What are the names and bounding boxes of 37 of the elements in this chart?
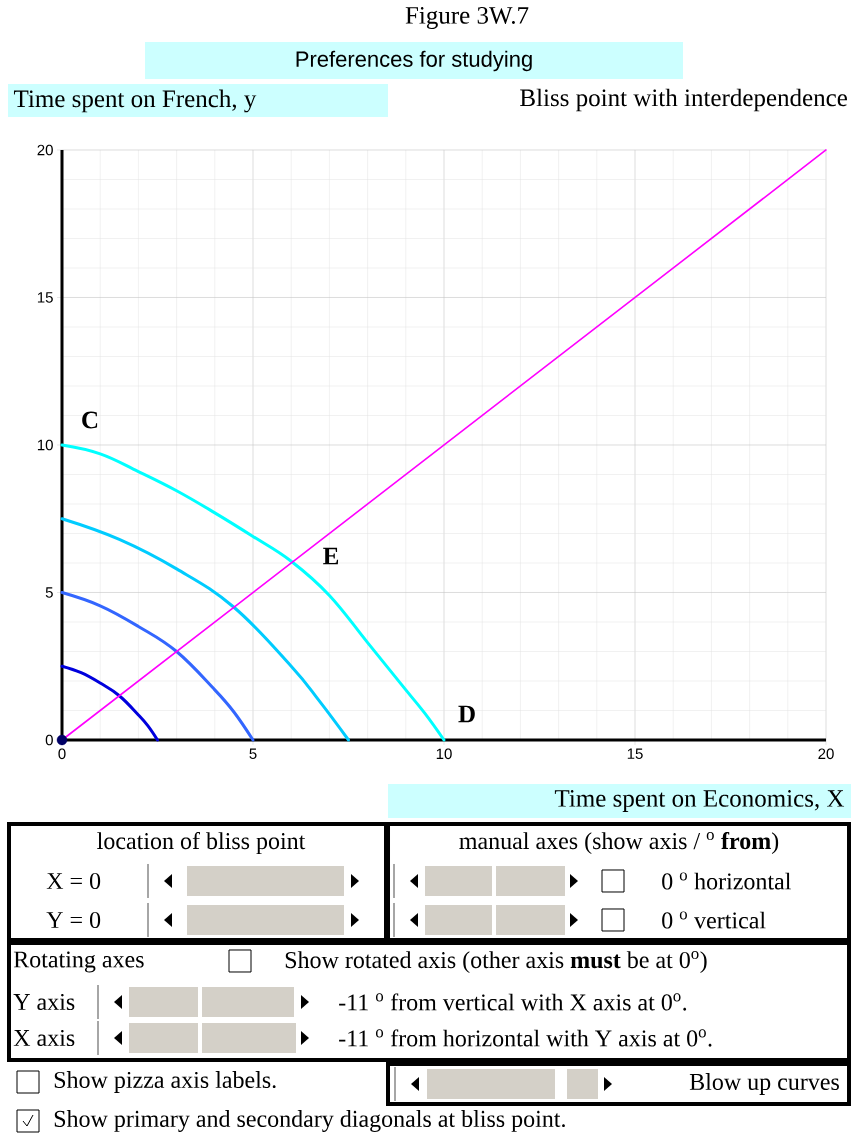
text: 0 $^{o}$ vertical (662, 911, 766, 929)
text: manual axes (show axis / $^{o}$ from) (459, 831, 779, 855)
text: 0 $^{o}$ horizontal (662, 872, 791, 890)
text: Show rotated axis (other axis must be at 0$^{o}$) (285, 950, 707, 974)
line-series (60, 590, 255, 742)
line-series (60, 443, 446, 742)
x-tick-label: 5 (249, 748, 257, 759)
chart-subtitle: Preferences for studying (296, 50, 532, 72)
y-axis-title: Time spent on French, y (13, 89, 257, 113)
text: location of bliss point (97, 831, 306, 854)
x-tick-label: 20 (818, 748, 834, 760)
x-axis-title: Time spent on Economics, X (554, 790, 845, 812)
annotation: E (323, 547, 339, 565)
line-series (60, 517, 350, 742)
y-tick-label: 20 (37, 144, 53, 156)
chart-title: Figure 3W.7 (405, 7, 529, 29)
text: Show pizza axis labels. (54, 1071, 276, 1093)
x-tick-label: 10 (436, 748, 452, 760)
text: Y = 0 (46, 911, 101, 929)
text: X axis (13, 1029, 75, 1047)
text: Bliss point with interdependence (520, 88, 847, 112)
text: -11 $^{o}$ from horizontal with Y axis at 0$^{o}$. (339, 1029, 712, 1047)
text: Rotating axes (13, 951, 144, 973)
y-tick-label: 10 (37, 439, 53, 451)
x-tick-label: 0 (58, 748, 66, 760)
y-tick-label: 15 (37, 292, 53, 303)
text: -11 $^{o}$ from vertical with X axis at 0$^{o}$. (339, 993, 687, 1011)
annotation: C (82, 411, 98, 429)
line-series (60, 664, 159, 742)
text: Show primary and secondary diagonals at bliss point. (54, 1110, 565, 1132)
annotation: D (458, 705, 475, 723)
text: Y axis (13, 993, 75, 1011)
y-tick-label: 5 (45, 587, 53, 598)
text: Blow up curves (689, 1073, 839, 1095)
y-tick-label: 0 (45, 734, 53, 746)
x-tick-label: 15 (627, 748, 643, 759)
text: X = 0 (46, 872, 101, 890)
